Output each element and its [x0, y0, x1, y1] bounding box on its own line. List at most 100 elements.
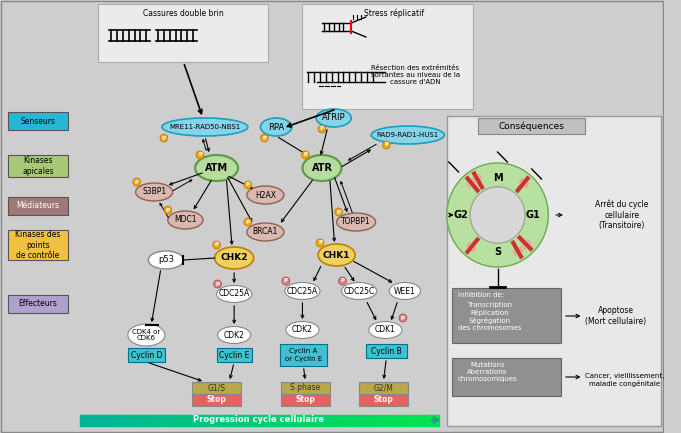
Text: CHK1: CHK1: [323, 251, 350, 259]
Text: CDK4 or
CDK6: CDK4 or CDK6: [132, 329, 161, 342]
Ellipse shape: [244, 218, 252, 226]
Ellipse shape: [286, 321, 319, 339]
Ellipse shape: [128, 324, 165, 346]
Text: H2AX: H2AX: [255, 191, 276, 200]
Bar: [302, 4, 473, 109]
Ellipse shape: [399, 314, 407, 322]
Text: Résection des extrémités
sortantes au niveau de la
cassure d'ADN: Résection des extrémités sortantes au ni…: [370, 65, 460, 85]
Bar: [478, 118, 586, 134]
Text: ATM: ATM: [205, 163, 228, 173]
Ellipse shape: [316, 239, 324, 247]
Text: P: P: [246, 220, 250, 224]
Bar: [97, 4, 268, 62]
Ellipse shape: [244, 181, 252, 189]
Bar: [7, 295, 68, 313]
Text: Cyclin A
or Cyclin E: Cyclin A or Cyclin E: [285, 349, 322, 362]
Ellipse shape: [285, 282, 320, 300]
Text: Mutations
Aberrations
chromosomiques: Mutations Aberrations chromosomiques: [458, 362, 518, 382]
Wedge shape: [447, 163, 548, 267]
Text: RAD9-RAD1-HUS1: RAD9-RAD1-HUS1: [377, 132, 439, 138]
Ellipse shape: [136, 183, 173, 201]
Text: P: P: [303, 152, 307, 158]
Text: Stress réplicatif: Stress réplicatif: [364, 8, 424, 18]
Text: WEE1: WEE1: [394, 287, 416, 295]
Bar: [281, 382, 330, 394]
Ellipse shape: [282, 277, 289, 285]
Ellipse shape: [371, 126, 445, 144]
Bar: [280, 344, 327, 366]
Text: S: S: [494, 247, 501, 257]
Ellipse shape: [214, 280, 221, 288]
Text: P: P: [262, 136, 266, 140]
Text: P: P: [246, 182, 250, 187]
Ellipse shape: [215, 247, 253, 269]
Text: Senseurs: Senseurs: [20, 116, 56, 126]
Ellipse shape: [318, 244, 355, 266]
Text: Cancer, vieillissement,
maladie congénitale: Cancer, vieillissement, maladie congénit…: [586, 373, 665, 387]
Text: G1: G1: [525, 210, 540, 220]
Bar: [192, 394, 241, 406]
Text: CHK2: CHK2: [221, 253, 248, 262]
Ellipse shape: [334, 208, 343, 216]
Ellipse shape: [341, 282, 377, 300]
Bar: [7, 230, 68, 260]
Ellipse shape: [148, 251, 183, 269]
Text: Stop: Stop: [373, 395, 394, 404]
Bar: [7, 155, 68, 177]
Text: Kinases des
points
de contrôle: Kinases des points de contrôle: [16, 230, 61, 260]
Bar: [128, 348, 165, 362]
Ellipse shape: [247, 223, 284, 241]
Ellipse shape: [133, 178, 140, 186]
Text: P: P: [318, 240, 322, 246]
Text: P: P: [216, 281, 219, 287]
Ellipse shape: [302, 155, 341, 181]
Text: Cyclin B: Cyclin B: [371, 346, 402, 355]
Text: RPA: RPA: [268, 123, 284, 132]
Text: TOPBP1: TOPBP1: [341, 217, 371, 226]
Text: P: P: [384, 142, 388, 148]
Ellipse shape: [318, 125, 326, 133]
Ellipse shape: [369, 321, 402, 339]
Bar: [192, 382, 241, 394]
Text: S phase: S phase: [290, 384, 321, 392]
Text: P: P: [165, 207, 170, 213]
Text: CDK2: CDK2: [292, 326, 313, 335]
Text: Conséquences: Conséquences: [498, 121, 565, 131]
Ellipse shape: [338, 277, 347, 285]
Bar: [366, 344, 407, 358]
Text: Arrêt du cycle
cellulaire
(Transitoire): Arrêt du cycle cellulaire (Transitoire): [595, 200, 648, 230]
Text: Apoptose
(Mort cellulaire): Apoptose (Mort cellulaire): [586, 306, 646, 326]
Text: BRCA1: BRCA1: [253, 227, 278, 236]
Text: P: P: [336, 210, 340, 214]
Ellipse shape: [217, 326, 251, 343]
Text: Médiateurs: Médiateurs: [16, 201, 59, 210]
Ellipse shape: [164, 206, 172, 214]
Text: G2: G2: [453, 210, 468, 220]
Text: CDC25A: CDC25A: [287, 287, 318, 295]
Ellipse shape: [196, 151, 204, 159]
Ellipse shape: [302, 151, 309, 159]
Text: Cyclin E: Cyclin E: [219, 350, 249, 359]
Ellipse shape: [195, 155, 238, 181]
Text: S3BP1: S3BP1: [142, 187, 166, 197]
Ellipse shape: [390, 282, 420, 300]
Ellipse shape: [261, 118, 291, 136]
Text: Effecteurs: Effecteurs: [18, 300, 57, 308]
Text: M: M: [493, 173, 503, 183]
Text: P: P: [320, 126, 324, 132]
Text: P: P: [135, 180, 139, 184]
Text: P: P: [284, 278, 288, 284]
Text: Inhibition de:: Inhibition de:: [458, 292, 504, 298]
Text: G1/S: G1/S: [208, 384, 225, 392]
Bar: [359, 394, 408, 406]
Bar: [452, 288, 561, 343]
Text: Cassures double brin: Cassures double brin: [143, 9, 224, 17]
Text: P: P: [162, 136, 166, 140]
Text: CDK1: CDK1: [375, 326, 396, 335]
Ellipse shape: [212, 241, 221, 249]
Ellipse shape: [316, 109, 351, 127]
Text: P: P: [198, 152, 202, 158]
Text: CDC25C: CDC25C: [343, 287, 375, 295]
Text: G2/M: G2/M: [373, 384, 394, 392]
Ellipse shape: [261, 134, 268, 142]
